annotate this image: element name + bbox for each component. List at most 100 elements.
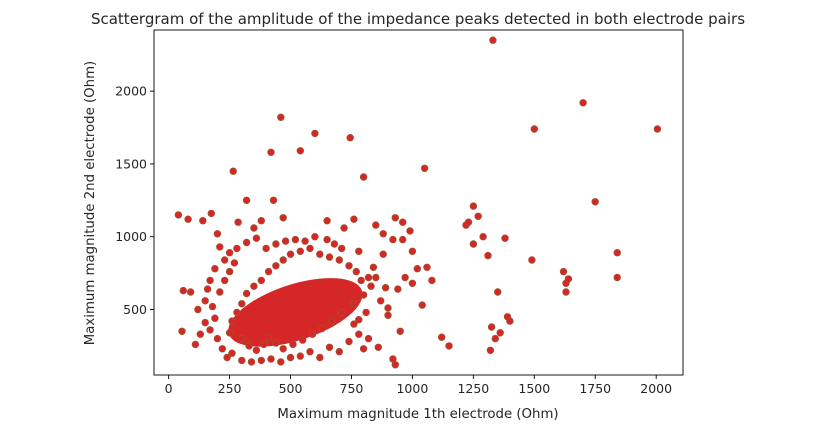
scatter-point	[272, 339, 280, 347]
scatter-point	[350, 320, 358, 328]
scatter-point	[206, 276, 214, 285]
scatter-point	[357, 276, 365, 285]
y-tick-label: 1000	[115, 229, 147, 244]
scatter-point	[528, 256, 536, 264]
scatter-point	[613, 273, 621, 282]
scatter-point	[242, 238, 251, 247]
scatter-point	[291, 235, 300, 244]
scatter-point	[272, 240, 280, 248]
scatter-point	[257, 216, 265, 225]
scatter-point	[486, 346, 495, 354]
scatter-point	[233, 244, 241, 253]
scatter-point	[199, 216, 207, 225]
scatter-point	[345, 337, 353, 346]
scatter-point	[325, 343, 334, 351]
scatter-point	[207, 209, 215, 218]
scatter-point	[438, 333, 446, 341]
scatter-point	[489, 36, 497, 44]
scatter-point	[362, 308, 370, 317]
scatter-point	[194, 305, 202, 314]
scatter-point	[228, 349, 236, 357]
x-axis-label: Maximum magnitude 1th electrode (Ohm)	[277, 407, 558, 422]
scatter-point	[316, 353, 324, 362]
scatter-point	[211, 314, 219, 322]
scatter-point	[479, 232, 487, 241]
scatter-point	[238, 300, 246, 308]
scatter-point	[216, 288, 224, 296]
scatter-point	[413, 265, 421, 273]
scatter-point	[345, 262, 353, 270]
x-tick-label: 1250	[457, 381, 489, 396]
scatter-point	[203, 285, 212, 293]
scatter-point	[406, 227, 414, 235]
scatter-point	[211, 265, 219, 273]
scatter-point	[245, 342, 253, 350]
scatter-point	[372, 221, 380, 229]
scatter-point	[323, 235, 331, 244]
scatter-point	[384, 311, 392, 319]
scatter-point	[223, 353, 231, 362]
scatter-point	[325, 253, 334, 261]
scatter-point	[377, 297, 385, 305]
scatter-point	[355, 247, 363, 255]
scatter-point	[174, 211, 183, 219]
scatter-point	[496, 329, 504, 337]
y-axis-label: Maximum magnitude 2nd electrode (Ohm)	[83, 61, 98, 345]
y-tick-label: 2000	[115, 84, 147, 99]
scatter-point	[279, 214, 287, 222]
x-tick-label: 2000	[640, 381, 672, 396]
scatter-point	[213, 334, 222, 343]
scatter-point	[491, 334, 499, 343]
scatter-point	[494, 288, 502, 296]
scatter-point	[359, 173, 368, 181]
scatter-point	[335, 348, 343, 356]
scatter-point	[264, 267, 273, 276]
scatter-point	[338, 308, 346, 317]
scatter-point	[374, 343, 382, 351]
x-tick-label: 1750	[579, 381, 611, 396]
scatter-point	[318, 324, 326, 333]
scatter-point	[250, 282, 258, 290]
scatter-point	[216, 243, 224, 251]
scatter-point	[299, 336, 307, 344]
scatter-point	[242, 196, 251, 204]
scatter-point	[306, 348, 314, 356]
scatter-point	[340, 224, 348, 232]
scatter-point	[384, 304, 392, 312]
scatter-point	[279, 345, 287, 353]
scatter-point	[289, 340, 297, 349]
plot-area	[153, 29, 684, 376]
scatter-point	[225, 267, 234, 276]
scatter-point	[201, 297, 209, 305]
scatter-point	[178, 327, 186, 335]
scatter-point	[242, 289, 251, 298]
y-tick-label: 500	[123, 302, 147, 317]
scatter-point	[379, 230, 387, 238]
scatter-point	[264, 333, 273, 341]
scatter-point	[238, 356, 246, 365]
scatter-point	[346, 133, 354, 142]
scatter-point	[396, 327, 404, 335]
scatter-point	[311, 129, 319, 138]
scatter-point	[262, 244, 270, 253]
scatter-point	[591, 198, 599, 206]
scatter-point	[267, 355, 275, 363]
scatter-point	[372, 273, 380, 282]
scatter-point	[252, 346, 261, 354]
scatter-point	[286, 353, 295, 362]
scatter-point	[229, 167, 237, 175]
scatter-point	[323, 216, 331, 225]
scatter-point	[208, 302, 217, 311]
scatter-point	[653, 125, 662, 133]
scatter-point	[206, 326, 214, 334]
scatter-point	[469, 202, 478, 210]
scatter-point	[423, 263, 431, 271]
scatter-point	[487, 323, 496, 331]
scatter-point	[296, 247, 304, 255]
scatter-point	[257, 356, 265, 365]
scatter-point	[184, 215, 192, 223]
scatter-point	[394, 285, 402, 293]
scatter-point	[179, 286, 187, 295]
scatter-point	[364, 334, 373, 343]
scatter-point	[306, 244, 314, 253]
